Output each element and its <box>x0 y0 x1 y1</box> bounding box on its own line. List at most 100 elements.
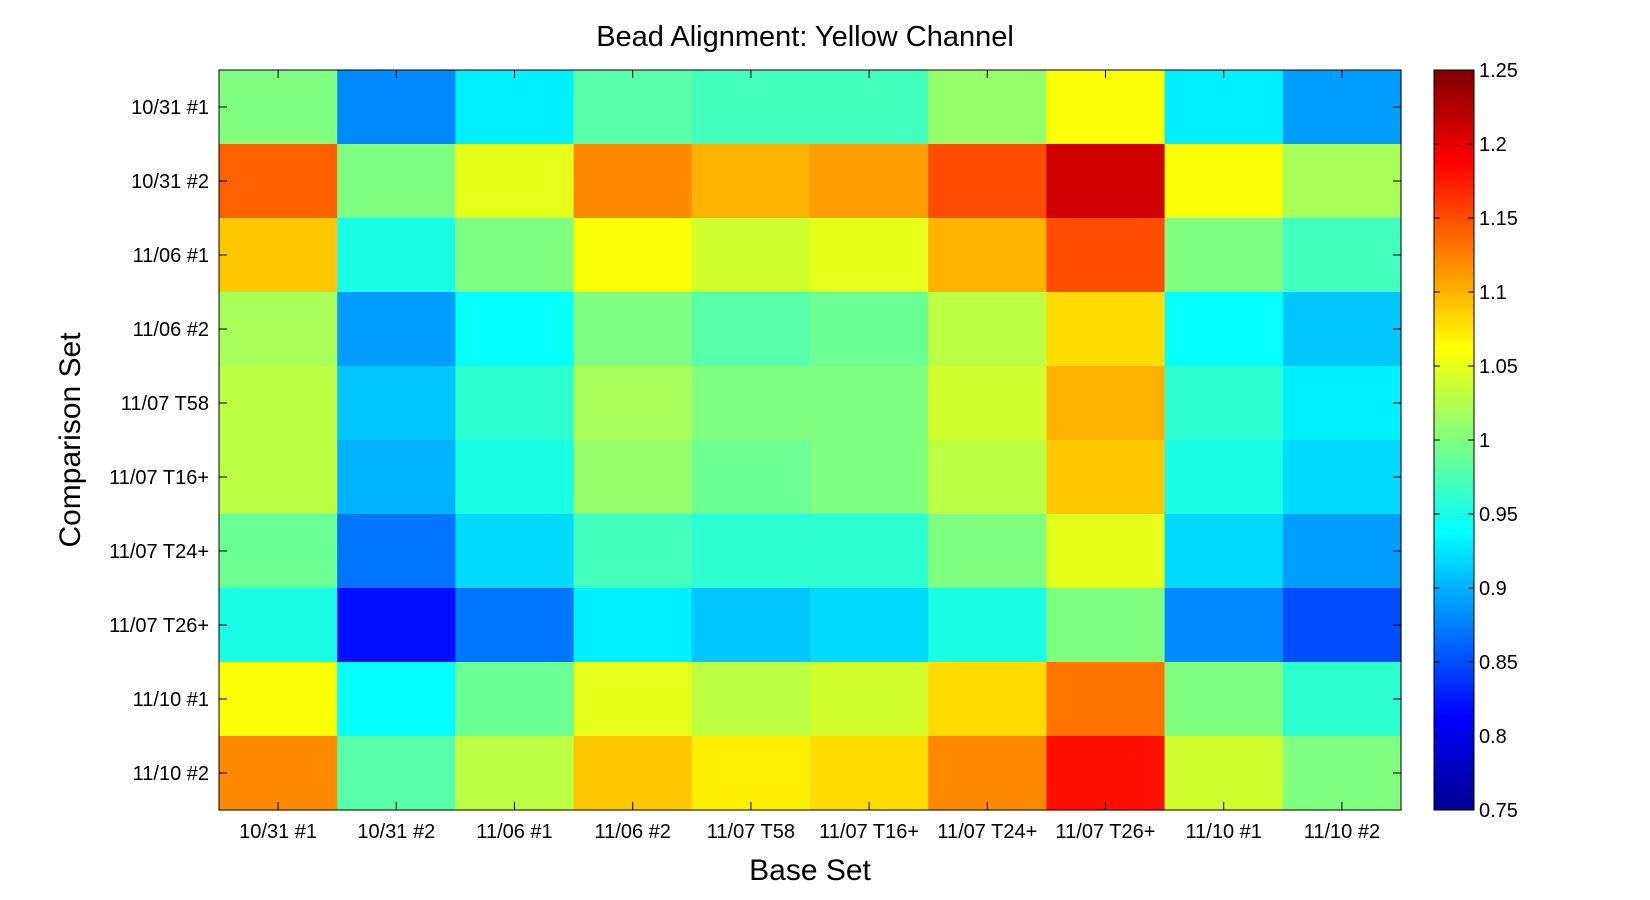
heatmap-cell <box>337 662 456 737</box>
heatmap-cell <box>219 70 338 145</box>
y-tick-label: 11/10 #2 <box>133 763 209 785</box>
heatmap-cell <box>691 588 811 663</box>
colorbar-ticks: 1.25 1.2 1.15 1.1 1.05 1 0.95 0.9 0.85 0.8 0.75 <box>1434 60 1518 822</box>
heatmap-cells <box>219 70 1402 811</box>
heatmap-cell <box>337 588 456 663</box>
y-tick-label: 10/31 #2 <box>131 171 209 193</box>
heatmap-cell <box>1282 440 1402 515</box>
heatmap-cell <box>219 588 338 663</box>
x-tick-label: 11/07 T16+ <box>819 821 919 843</box>
y-axis-label: Comparison Set <box>54 332 87 548</box>
colorbar-tick-label: 0.9 <box>1479 578 1507 600</box>
heatmap-cell <box>1164 588 1284 663</box>
heatmap-cell <box>337 366 456 441</box>
heatmap-cell <box>810 70 929 145</box>
x-tick-labels: 10/31 #1 10/31 #2 11/06 #1 11/06 #2 11/07 T5… <box>239 821 1380 843</box>
axis-ticks <box>219 70 1401 810</box>
heatmap-cell <box>455 144 575 219</box>
heatmap-cell <box>1164 736 1284 811</box>
x-tick-label: 11/10 #2 <box>1304 821 1380 843</box>
x-tick-label: 11/10 #1 <box>1186 821 1262 843</box>
heatmap-cell <box>810 366 929 441</box>
heatmap-cell <box>573 588 693 663</box>
heatmap-cell <box>810 588 929 663</box>
heatmap-cell <box>455 440 575 515</box>
heatmap-cell <box>573 440 693 515</box>
heatmap-cell <box>810 514 929 589</box>
heatmap-cell <box>1164 144 1284 219</box>
heatmap-cell <box>691 292 811 367</box>
heatmap-cell <box>1046 440 1166 515</box>
heatmap-cell <box>928 366 1047 441</box>
heatmap-cell <box>455 70 575 145</box>
y-tick-label: 11/07 T26+ <box>109 615 209 637</box>
colorbar-tick-label: 1 <box>1479 430 1490 452</box>
x-tick-label: 11/06 #2 <box>595 821 671 843</box>
heatmap-cell <box>337 218 456 293</box>
heatmap-cell <box>337 70 456 145</box>
heatmap-cell <box>219 292 338 367</box>
heatmap-cell <box>337 514 456 589</box>
heatmap-cell <box>1282 736 1402 811</box>
heatmap-cell <box>1046 736 1166 811</box>
heatmap-cell <box>1282 662 1402 737</box>
heatmap-cell <box>810 440 929 515</box>
heatmap-cell <box>337 440 456 515</box>
heatmap-cell <box>573 144 693 219</box>
heatmap-cell <box>573 292 693 367</box>
x-tick-label: 11/07 T58 <box>707 821 795 843</box>
heatmap-cell <box>1164 366 1284 441</box>
heatmap-cell <box>1282 292 1402 367</box>
heatmap-cell <box>573 662 693 737</box>
heatmap-cell <box>573 70 693 145</box>
heatmap-cell <box>928 662 1047 737</box>
heatmap-cell <box>455 588 575 663</box>
heatmap-cell <box>1046 366 1166 441</box>
colorbar-tick-label: 1.1 <box>1479 282 1507 304</box>
heatmap-cell <box>691 514 811 589</box>
heatmap-cell <box>928 144 1047 219</box>
heatmap-cell <box>928 736 1047 811</box>
heatmap-cell <box>337 292 456 367</box>
heatmap-cell <box>1282 144 1402 219</box>
heatmap-cell <box>1282 366 1402 441</box>
heatmap-cell <box>455 514 575 589</box>
heatmap-cell <box>691 662 811 737</box>
heatmap-cell <box>219 736 338 811</box>
heatmap-cell <box>573 736 693 811</box>
heatmap-cell <box>455 736 575 811</box>
colorbar-tick-label: 1.25 <box>1479 60 1518 82</box>
colorbar-tick-label: 1.2 <box>1479 134 1507 156</box>
colorbar-tick-label: 1.05 <box>1479 356 1518 378</box>
heatmap-cell <box>1164 218 1284 293</box>
heatmap-cell <box>691 218 811 293</box>
colorbar-tick-label: 0.8 <box>1479 726 1507 748</box>
heatmap-cell <box>219 440 338 515</box>
colorbar-tick-label: 1.15 <box>1479 208 1518 230</box>
x-tick-label: 10/31 #2 <box>357 821 435 843</box>
heatmap-cell <box>1282 70 1402 145</box>
heatmap-cell <box>455 662 575 737</box>
heatmap-cell <box>691 144 811 219</box>
heatmap-cell <box>219 662 338 737</box>
heatmap-cell <box>1046 292 1166 367</box>
x-tick-label: 10/31 #1 <box>239 821 317 843</box>
heatmap-cell <box>573 218 693 293</box>
heatmap-cell <box>455 366 575 441</box>
y-tick-label: 11/07 T24+ <box>109 541 209 563</box>
x-tick-label: 11/06 #1 <box>476 821 552 843</box>
x-tick-label: 11/07 T24+ <box>937 821 1037 843</box>
heatmap-cell <box>928 218 1047 293</box>
y-tick-label: 11/07 T16+ <box>109 467 209 489</box>
heatmap-cell <box>1046 514 1166 589</box>
heatmap-cell <box>1046 662 1166 737</box>
heatmap-cell <box>928 440 1047 515</box>
x-axis-label: Base Set <box>749 854 871 887</box>
heatmap-cell <box>455 292 575 367</box>
y-tick-label: 11/06 #1 <box>133 245 209 267</box>
heatmap-cell <box>219 514 338 589</box>
heatmap-cell <box>928 70 1047 145</box>
heatmap-cell <box>219 144 338 219</box>
colorbar-tick-label: 0.85 <box>1479 652 1518 674</box>
heatmap-cell <box>928 588 1047 663</box>
